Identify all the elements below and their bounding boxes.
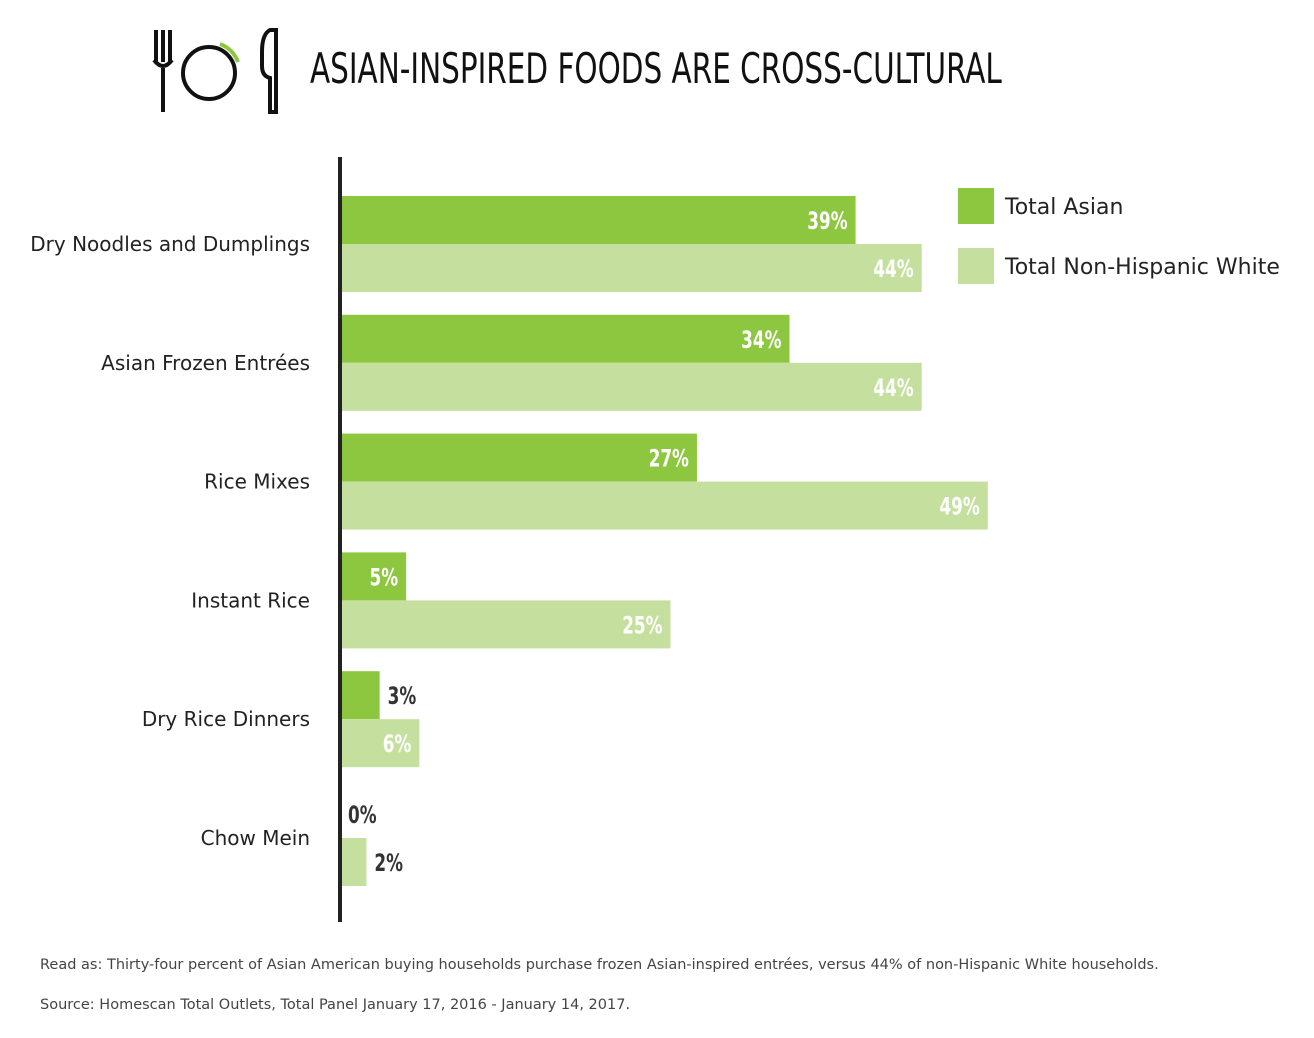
data-label: 6% <box>383 731 412 759</box>
data-label: 3% <box>388 683 417 711</box>
bar-total-non-hispanic-white <box>340 719 420 768</box>
category-label: Asian Frozen Entrées <box>101 351 310 375</box>
legend-label: Total Non-Hispanic White <box>1004 255 1280 280</box>
page-title: ASIAN-INSPIRED FOODS ARE CROSS-CULTURAL <box>310 44 1002 93</box>
bar-total-non-hispanic-white <box>340 838 367 886</box>
bar-chart: Dry Noodles and Dumplings 39% 44% Asian Fro… <box>30 157 1280 922</box>
category-label: Dry Noodles and Dumplings <box>30 232 310 256</box>
data-label: 25% <box>622 612 662 640</box>
category-label: Rice Mixes <box>204 470 310 494</box>
legend-swatch <box>958 188 994 224</box>
bar-total-asian <box>340 671 380 720</box>
data-label: 39% <box>807 208 847 236</box>
source-note: Source: Homescan Total Outlets, Total Pa… <box>40 997 631 1013</box>
category-label: Chow Mein <box>201 826 310 850</box>
category-label: Instant Rice <box>191 588 310 612</box>
data-label: 5% <box>370 564 399 592</box>
bar-total-asian <box>340 433 697 482</box>
legend-swatch <box>958 248 994 284</box>
fork-plate-knife-icon <box>152 28 278 114</box>
data-label: 44% <box>873 256 913 284</box>
data-label: 0% <box>348 802 377 830</box>
data-label: 2% <box>374 850 403 878</box>
bar-total-non-hispanic-white <box>340 244 922 292</box>
legend-label: Total Asian <box>1004 195 1123 220</box>
bar-total-non-hispanic-white <box>340 481 988 530</box>
header <box>150 22 290 122</box>
data-label: 27% <box>649 445 689 473</box>
data-label: 44% <box>873 375 913 403</box>
bar-total-non-hispanic-white <box>340 362 922 411</box>
bar-total-asian <box>340 196 856 244</box>
category-label: Dry Rice Dinners <box>142 707 310 731</box>
data-label: 34% <box>741 327 781 355</box>
read-as-note: Read as: Thirty-four percent of Asian Am… <box>40 957 1159 973</box>
data-label: 49% <box>939 493 979 521</box>
bar-total-non-hispanic-white <box>340 600 671 649</box>
bar-total-asian <box>340 552 407 601</box>
bar-total-asian <box>340 314 790 363</box>
